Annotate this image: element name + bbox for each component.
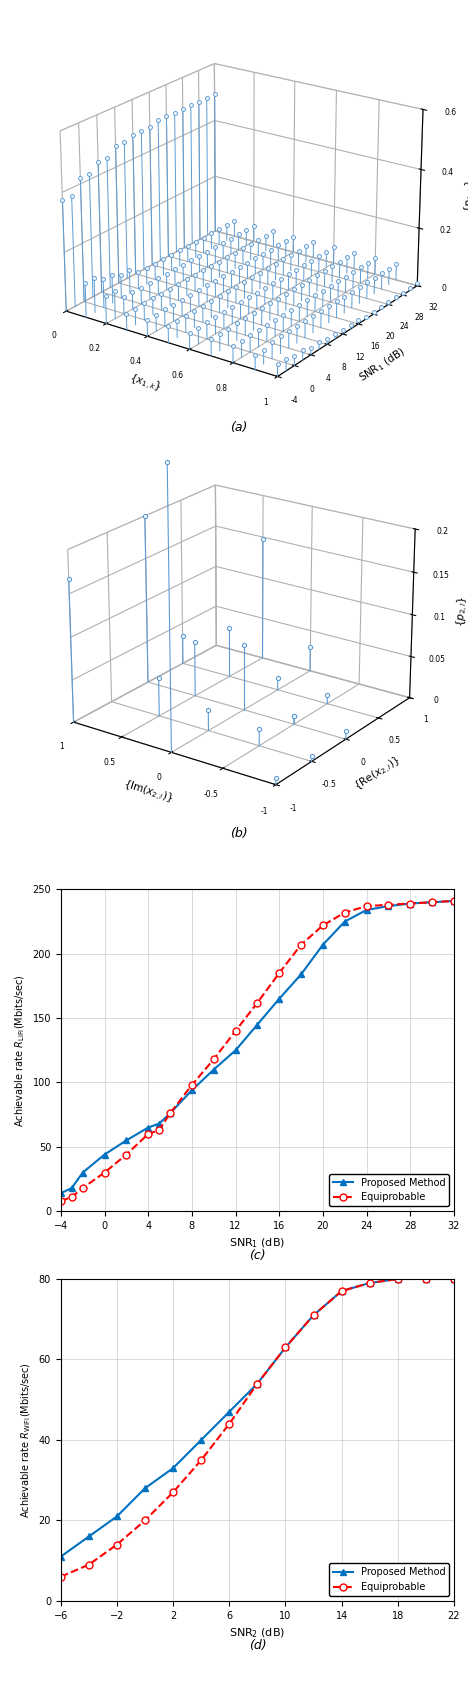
Proposed Method [58, 1182, 64, 1203]
Proposed Method [146, 1118, 151, 1138]
Proposed Method [311, 1304, 316, 1325]
Equiprobable [451, 1269, 457, 1289]
Equiprobable [298, 935, 304, 955]
Equiprobable [342, 903, 348, 923]
Proposed Method [255, 1015, 260, 1035]
Proposed Method [167, 1103, 173, 1123]
Equiprobable [408, 893, 413, 913]
Equiprobable [167, 1103, 173, 1123]
Equiprobable [311, 1304, 316, 1325]
X-axis label: SNR$_2$ (dB): SNR$_2$ (dB) [229, 1626, 285, 1640]
Equiprobable [142, 1511, 148, 1531]
Proposed Method [69, 1177, 74, 1198]
Proposed Method [429, 893, 435, 913]
Equiprobable [80, 1177, 86, 1198]
Equiprobable [395, 1269, 401, 1289]
Line: Proposed Method: Proposed Method [58, 898, 457, 1196]
Proposed Method [211, 1059, 217, 1079]
Proposed Method [283, 1337, 288, 1357]
Proposed Method [298, 964, 304, 984]
Y-axis label: Achievable rate $R_{\mathrm{WiFi}}$(Mbits/sec): Achievable rate $R_{\mathrm{WiFi}}$(Mbit… [20, 1362, 33, 1518]
Equiprobable [451, 891, 457, 911]
Proposed Method [451, 1269, 457, 1289]
Proposed Method [364, 900, 369, 920]
Line: Proposed Method: Proposed Method [58, 1276, 457, 1560]
Equiprobable [102, 1162, 107, 1182]
Equiprobable [386, 894, 391, 915]
Proposed Method [58, 1547, 64, 1567]
Equiprobable [233, 1021, 238, 1042]
Equiprobable [146, 1123, 151, 1143]
Equiprobable [277, 962, 282, 983]
Equiprobable [114, 1535, 120, 1555]
Proposed Method [170, 1459, 176, 1479]
Equiprobable [58, 1567, 64, 1587]
Equiprobable [86, 1555, 92, 1575]
Equiprobable [211, 1049, 217, 1069]
Proposed Method [233, 1040, 238, 1060]
Proposed Method [80, 1162, 86, 1182]
Equiprobable [423, 1269, 429, 1289]
Proposed Method [386, 896, 391, 916]
Text: (a): (a) [230, 420, 248, 434]
Proposed Method [227, 1401, 232, 1421]
Equiprobable [367, 1272, 373, 1293]
Y-axis label: Achievable rate $R_{\mathrm{LiFi}}$(Mbits/sec): Achievable rate $R_{\mathrm{LiFi}}$(Mbit… [13, 974, 27, 1127]
Equiprobable [58, 1191, 64, 1211]
Proposed Method [342, 911, 348, 932]
Proposed Method [339, 1281, 344, 1301]
Equiprobable [156, 1120, 162, 1140]
Proposed Method [189, 1081, 195, 1101]
Proposed Method [255, 1374, 260, 1394]
Text: (d): (d) [249, 1640, 266, 1652]
Proposed Method [124, 1130, 129, 1150]
Equiprobable [429, 893, 435, 913]
Equiprobable [198, 1450, 204, 1470]
Equiprobable [255, 993, 260, 1013]
Legend: Proposed Method, Equiprobable: Proposed Method, Equiprobable [329, 1174, 449, 1206]
Equiprobable [255, 1374, 260, 1394]
Equiprobable [320, 915, 326, 935]
Equiprobable [227, 1413, 232, 1433]
Text: (c): (c) [249, 1250, 266, 1262]
Equiprobable [283, 1337, 288, 1357]
Proposed Method [102, 1145, 107, 1165]
Line: Equiprobable: Equiprobable [58, 898, 457, 1204]
Proposed Method [423, 1269, 429, 1289]
Equiprobable [69, 1187, 74, 1208]
X-axis label: $\{x_{1,k}\}$: $\{x_{1,k}\}$ [127, 371, 163, 395]
Equiprobable [339, 1281, 344, 1301]
Proposed Method [114, 1506, 120, 1526]
Y-axis label: $\{\mathrm{Re}(x_{2,l})\}$: $\{\mathrm{Re}(x_{2,l})\}$ [352, 754, 404, 796]
Proposed Method [395, 1269, 401, 1289]
Equiprobable [189, 1076, 195, 1096]
Y-axis label: SNR$_1$ (dB): SNR$_1$ (dB) [357, 344, 408, 385]
Proposed Method [86, 1526, 92, 1547]
Proposed Method [367, 1272, 373, 1293]
Proposed Method [408, 893, 413, 913]
Proposed Method [451, 891, 457, 911]
Line: Equiprobable: Equiprobable [58, 1276, 457, 1581]
Proposed Method [156, 1113, 162, 1133]
Proposed Method [277, 989, 282, 1010]
X-axis label: $\{\mathrm{Im}(x_{2,l})\}$: $\{\mathrm{Im}(x_{2,l})\}$ [121, 778, 175, 808]
Equiprobable [124, 1145, 129, 1165]
Text: (b): (b) [230, 827, 248, 840]
Equiprobable [170, 1482, 176, 1503]
Proposed Method [320, 935, 326, 955]
X-axis label: SNR$_1$ (dB): SNR$_1$ (dB) [229, 1237, 285, 1250]
Proposed Method [198, 1430, 204, 1450]
Equiprobable [364, 896, 369, 916]
Legend: Proposed Method, Equiprobable: Proposed Method, Equiprobable [329, 1564, 449, 1596]
Proposed Method [142, 1477, 148, 1497]
